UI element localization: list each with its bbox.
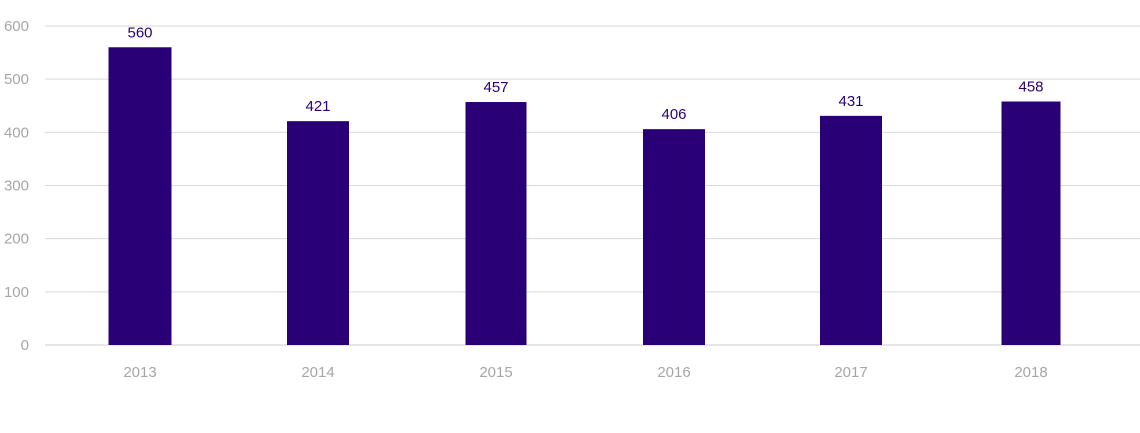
data-label-2017: 431 bbox=[838, 93, 863, 110]
y-axis-ticks: 0 100 200 300 400 500 600 bbox=[4, 18, 29, 354]
data-label-2016: 406 bbox=[661, 106, 686, 123]
data-label-2014: 421 bbox=[305, 98, 330, 115]
data-label-2015: 457 bbox=[483, 79, 508, 96]
data-label-2018: 458 bbox=[1018, 78, 1043, 95]
bar-2017 bbox=[820, 115, 882, 345]
y-tick-label-200: 200 bbox=[4, 231, 29, 248]
x-tick-label-2014: 2014 bbox=[301, 364, 334, 381]
y-tick-label-400: 400 bbox=[4, 124, 29, 141]
bar-2018 bbox=[1001, 101, 1061, 345]
x-tick-label-2017: 2017 bbox=[834, 364, 867, 381]
bar-2016 bbox=[643, 129, 705, 345]
x-tick-label-2018: 2018 bbox=[1014, 364, 1047, 381]
data-label-2013: 560 bbox=[127, 24, 152, 41]
x-axis-ticks: 2013 2014 2015 2016 2017 2018 bbox=[123, 364, 1047, 381]
x-tick-label-2013: 2013 bbox=[123, 364, 156, 381]
x-tick-label-2015: 2015 bbox=[479, 364, 512, 381]
y-tick-label-500: 500 bbox=[4, 71, 29, 88]
y-tick-label-100: 100 bbox=[4, 284, 29, 301]
data-labels: 560 421 457 406 431 458 bbox=[127, 24, 1043, 123]
gridlines bbox=[45, 25, 1140, 346]
bar-2013 bbox=[108, 47, 172, 346]
y-tick-label-600: 600 bbox=[4, 18, 29, 35]
y-tick-label-0: 0 bbox=[21, 337, 29, 354]
y-tick-label-300: 300 bbox=[4, 178, 29, 195]
bar-2015 bbox=[465, 102, 527, 345]
bar-2014 bbox=[287, 121, 349, 345]
bars bbox=[108, 47, 1061, 346]
x-tick-label-2016: 2016 bbox=[657, 364, 690, 381]
